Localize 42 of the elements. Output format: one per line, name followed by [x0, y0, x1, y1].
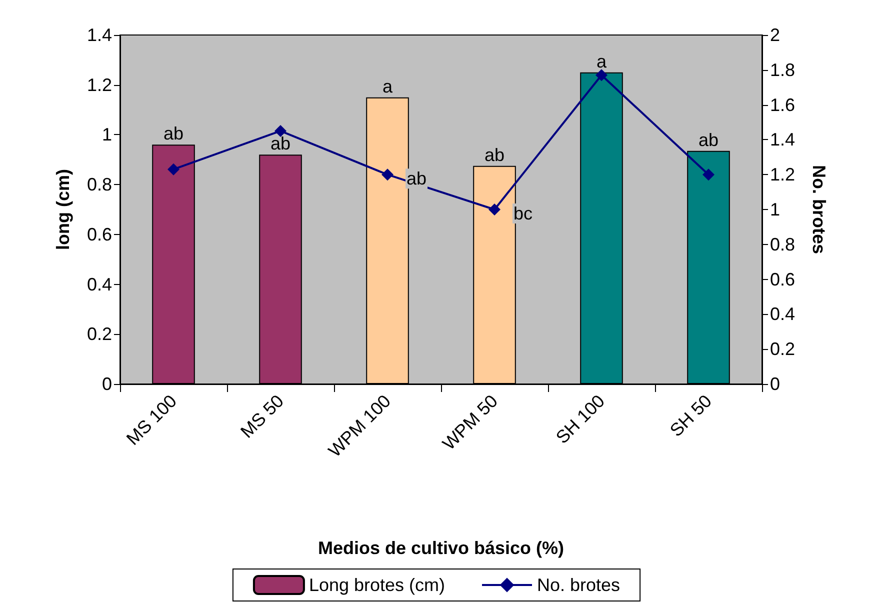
y-tick-label: 1.2	[86, 74, 112, 95]
y2-tick-label: 1.8	[770, 60, 796, 80]
point	[168, 163, 180, 176]
data-label: bc	[514, 204, 533, 224]
y-axis-title: long (cm)	[53, 169, 73, 250]
y-tick-label: 0.6	[86, 224, 112, 244]
y2-tick-label: 1.2	[770, 164, 796, 185]
y2-tick-label: 0.2	[770, 339, 796, 360]
x-axis-title: Medios de cultivo básico (%)	[318, 538, 564, 558]
point	[488, 204, 500, 216]
y-tick-label: 1.4	[86, 25, 112, 45]
point	[274, 124, 286, 137]
legend-label: No. brotes	[537, 575, 620, 595]
y2-tick-label: 2	[770, 25, 780, 45]
x-tick-label: SH 50	[666, 390, 716, 440]
x-tick-label: MS 100	[122, 390, 181, 449]
point	[382, 168, 394, 181]
data-label: ab	[163, 124, 184, 144]
data-label: ab	[698, 130, 719, 150]
data-label: ab	[484, 144, 505, 165]
y-tick-label: 0.8	[86, 174, 112, 195]
y2-tick-label: 1	[770, 200, 780, 220]
y2-tick-label: 1.4	[770, 130, 796, 150]
point	[596, 69, 608, 82]
data-label: ab	[406, 168, 427, 189]
y2-tick-label: 0.6	[770, 269, 796, 290]
y2-axis-title: No. brotes	[809, 164, 829, 254]
y-tick-label: 0	[102, 374, 112, 394]
x-tick-label: SH 100	[552, 390, 609, 448]
y2-tick-label: 0.8	[770, 234, 796, 254]
data-label: a	[596, 51, 608, 72]
data-label: ab	[270, 134, 291, 154]
y2-tick-label: 0	[770, 374, 780, 394]
data-label: a	[382, 76, 394, 96]
y-tick-label: 1	[102, 124, 112, 145]
point	[702, 168, 714, 181]
legend-label: Long brotes (cm)	[308, 575, 446, 595]
y2-tick-label: 0.4	[770, 304, 796, 324]
y-tick-label: 0.4	[86, 274, 112, 294]
y2-tick-label: 1.6	[770, 94, 796, 115]
x-tick-label: MS 50	[236, 390, 288, 442]
y-tick-label: 0.2	[86, 324, 112, 344]
